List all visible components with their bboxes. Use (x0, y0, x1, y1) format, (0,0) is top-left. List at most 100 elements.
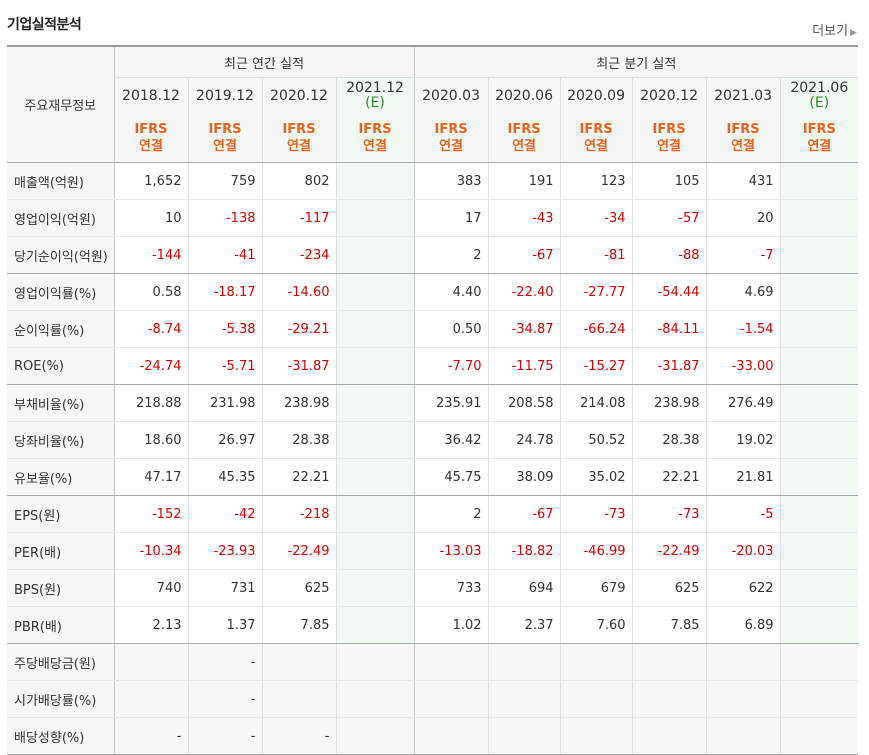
value-cell: -218 (261, 495, 336, 533)
value-cell: 45.35 (187, 458, 262, 496)
value-cell: -31.87 (261, 347, 336, 385)
value-cell: -7 (705, 236, 781, 274)
consolidated-label: 연결 (213, 139, 237, 154)
ifrs-label: IFRS (208, 122, 242, 137)
value-cell: 731 (187, 569, 262, 607)
table-row: 유보율(%) 47.17 45.35 22.21 45.75 38.09 35.02 22.2… (7, 458, 859, 496)
value-cell: -7.70 (413, 347, 489, 385)
value-cell: 679 (559, 569, 633, 607)
value-cell: 10 (113, 199, 188, 237)
value-cell (335, 458, 415, 496)
value-cell: 1,652 (113, 162, 188, 200)
value-cell: 4.69 (705, 273, 781, 311)
table-row: 부채비율(%) 218.88 231.98 238.98 235.91 208.58 214… (7, 384, 859, 422)
value-cell: 2.13 (113, 606, 188, 644)
value-cell: 231.98 (187, 384, 262, 422)
value-cell: -18.82 (487, 532, 561, 570)
ifrs-label: IFRS (134, 122, 168, 137)
row-label-header: 주요재무정보 (7, 45, 114, 163)
ifrs-label: IFRS (726, 122, 760, 137)
period-header: 2021.06 (E) (779, 77, 859, 114)
row-label: 유보율(%) (7, 458, 114, 496)
value-cell: -144 (113, 236, 188, 274)
value-cell: 19.02 (705, 421, 781, 459)
value-cell: -42 (187, 495, 262, 533)
accounting-standard: IFRS 연결 (335, 114, 415, 163)
value-cell (487, 680, 561, 718)
value-cell: 38.09 (487, 458, 561, 496)
accounting-standard: IFRS 연결 (187, 114, 262, 163)
value-cell: -14.60 (261, 273, 336, 311)
period-date: 2021.12 (346, 80, 404, 96)
more-link[interactable]: 더보기 ▶ (812, 20, 857, 39)
accounting-standard: IFRS 연결 (113, 114, 188, 163)
value-cell: 214.08 (559, 384, 633, 422)
value-cell: 694 (487, 569, 561, 607)
value-cell: -67 (487, 495, 561, 533)
value-cell: 191 (487, 162, 561, 200)
value-cell: 24.78 (487, 421, 561, 459)
value-cell: 383 (413, 162, 489, 200)
value-cell (335, 162, 415, 200)
table-row: EPS(원) -152 -42 -218 2 -67 -73 -73 -5 (7, 495, 859, 533)
value-cell: -67 (487, 236, 561, 274)
table-row: 당기순이익(억원) -144 -41 -234 2 -67 -81 -88 -7 (7, 236, 859, 274)
value-cell: 2 (413, 236, 489, 274)
value-cell (335, 310, 415, 348)
value-cell: -27.77 (559, 273, 633, 311)
value-cell (779, 347, 859, 385)
value-cell: 123 (559, 162, 633, 200)
value-cell: -57 (631, 199, 707, 237)
value-cell: -13.03 (413, 532, 489, 570)
value-cell: 6.89 (705, 606, 781, 644)
value-cell (705, 680, 781, 718)
value-cell: 802 (261, 162, 336, 200)
value-cell: -138 (187, 199, 262, 237)
annual-group-header: 최근 연간 실적 (113, 45, 415, 78)
ifrs-label: IFRS (434, 122, 468, 137)
value-cell: 22.21 (631, 458, 707, 496)
ifrs-label: IFRS (282, 122, 316, 137)
value-cell: -43 (487, 199, 561, 237)
value-cell: -11.75 (487, 347, 561, 385)
value-cell: 2 (413, 495, 489, 533)
value-cell: -5.38 (187, 310, 262, 348)
period-header: 2019.12 (187, 77, 262, 114)
value-cell: 7.85 (261, 606, 336, 644)
value-cell: -23.93 (187, 532, 262, 570)
row-label: 영업이익(억원) (7, 199, 114, 237)
value-cell (779, 199, 859, 237)
value-cell (335, 569, 415, 607)
value-cell: -34.87 (487, 310, 561, 348)
consolidated-label: 연결 (584, 139, 608, 154)
row-label: EPS(원) (7, 495, 114, 533)
value-cell: 26.97 (187, 421, 262, 459)
value-cell: -234 (261, 236, 336, 274)
value-cell (779, 606, 859, 644)
value-cell: -41 (187, 236, 262, 274)
value-cell: -29.21 (261, 310, 336, 348)
row-label: ROE(%) (7, 347, 114, 385)
row-label: 당좌비율(%) (7, 421, 114, 459)
value-cell (261, 680, 336, 718)
value-cell: 20 (705, 199, 781, 237)
value-cell: -15.27 (559, 347, 633, 385)
row-label: PBR(배) (7, 606, 114, 644)
value-cell: -8.74 (113, 310, 188, 348)
value-cell (335, 495, 415, 533)
value-cell: -73 (559, 495, 633, 533)
value-cell: -117 (261, 199, 336, 237)
value-cell: 47.17 (113, 458, 188, 496)
quarter-group-header: 최근 분기 실적 (413, 45, 859, 78)
value-cell: -5.71 (187, 347, 262, 385)
value-cell (631, 643, 707, 681)
period-header: 2020.03 (413, 77, 489, 114)
table-row: 주당배당금(원) - (7, 643, 859, 681)
consolidated-label: 연결 (363, 139, 387, 154)
period-header: 2020.12 (631, 77, 707, 114)
ifrs-label: IFRS (652, 122, 686, 137)
table-row: PBR(배) 2.13 1.37 7.85 1.02 2.37 7.60 7.85 6.89 (7, 606, 859, 644)
value-cell: 733 (413, 569, 489, 607)
value-cell: -22.40 (487, 273, 561, 311)
value-cell (335, 347, 415, 385)
